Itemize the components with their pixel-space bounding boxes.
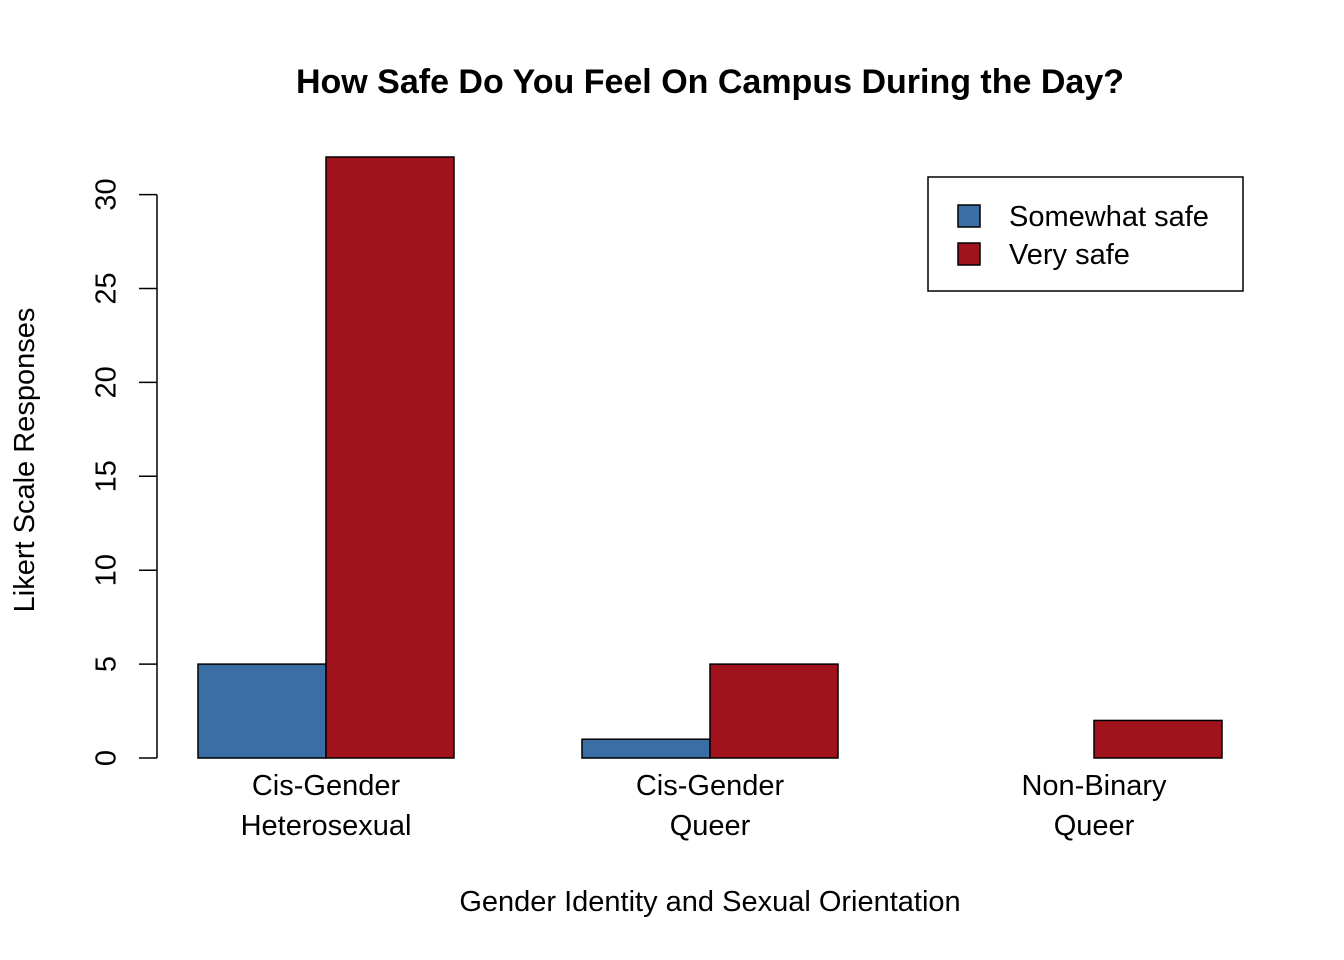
- legend-box: [927, 176, 1244, 292]
- bar-very-safe-2: [1093, 719, 1223, 759]
- legend-label: Somewhat safe: [1009, 201, 1209, 233]
- y-tick-label: 10: [91, 554, 123, 586]
- legend: Somewhat safe Very safe: [927, 176, 1244, 292]
- y-tick-label: 20: [91, 366, 123, 398]
- x-tick-label: Non-Binary: [1021, 770, 1167, 802]
- bar-somewhat-safe-0: [197, 663, 327, 759]
- x-tick-labels: Cis-Gender Heterosexual Cis-Gender Queer Non…: [241, 770, 1167, 842]
- y-tick-label: 25: [91, 272, 123, 304]
- bar-very-safe-0: [325, 156, 455, 759]
- x-tick-label: Cis-Gender: [636, 770, 785, 802]
- y-tick-label: 30: [91, 178, 123, 210]
- legend-swatch: [957, 242, 981, 266]
- x-tick-label: Queer: [670, 810, 751, 842]
- bar-somewhat-safe-1: [581, 738, 711, 759]
- bar-very-safe-1: [709, 663, 839, 759]
- x-tick-label: Cis-Gender: [252, 770, 401, 802]
- x-axis-title: Gender Identity and Sexual Orientation: [459, 886, 960, 918]
- y-tick-label: 5: [91, 656, 123, 672]
- legend-swatch: [957, 204, 981, 228]
- y-axis: 0 5 10 15 20 25 30: [91, 178, 158, 766]
- chart-title: How Safe Do You Feel On Campus During th…: [296, 63, 1124, 101]
- y-tick-label: 15: [91, 460, 123, 492]
- y-tick-label: 0: [91, 750, 123, 766]
- x-tick-label: Heterosexual: [241, 810, 412, 842]
- y-axis-title: Likert Scale Responses: [9, 308, 41, 613]
- bars: [197, 156, 1223, 759]
- legend-label: Very safe: [1009, 239, 1130, 271]
- x-tick-label: Queer: [1054, 810, 1135, 842]
